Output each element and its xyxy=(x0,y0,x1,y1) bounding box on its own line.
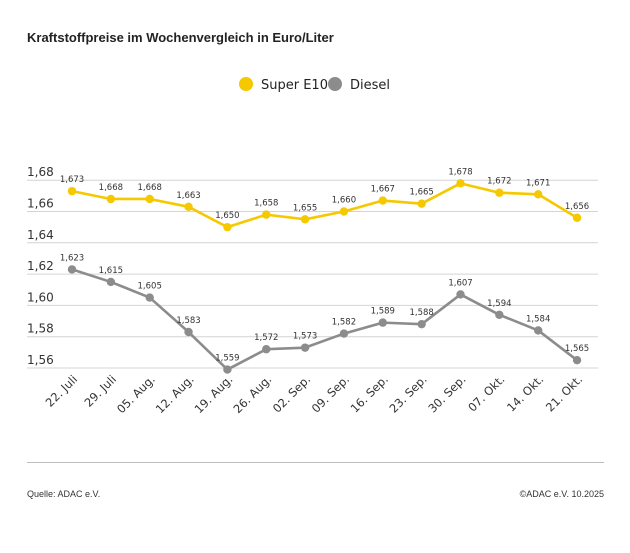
data-point xyxy=(339,207,349,216)
data-point xyxy=(495,310,504,319)
data-label: 1,656 xyxy=(565,202,589,212)
legend-swatch xyxy=(328,77,342,91)
y-tick-label: 1,58 xyxy=(27,322,54,336)
data-point xyxy=(378,196,387,205)
source-note: Quelle: ADAC e.V. xyxy=(27,489,101,499)
data-label: 1,667 xyxy=(371,185,395,195)
data-label: 1,668 xyxy=(99,183,123,193)
data-label: 1,658 xyxy=(254,199,278,209)
data-point xyxy=(572,355,582,365)
data-point xyxy=(534,326,543,335)
x-tick-label: 30. Sep. xyxy=(425,372,468,415)
data-point xyxy=(106,277,116,287)
legend-swatch xyxy=(239,77,253,91)
y-tick-label: 1,62 xyxy=(27,259,54,273)
data-point xyxy=(495,188,504,197)
data-point xyxy=(223,222,232,232)
data-label: 1,660 xyxy=(332,196,356,206)
data-label: 1,671 xyxy=(526,178,550,188)
data-point xyxy=(67,186,77,196)
x-tick-label: 29. Juli xyxy=(81,372,118,409)
legend-label: Diesel xyxy=(350,78,390,93)
data-point xyxy=(184,202,193,212)
x-tick-label: 16. Sep. xyxy=(348,372,391,415)
legend-label: Super E10 xyxy=(261,78,328,93)
x-tick-label: 09. Sep. xyxy=(309,372,352,415)
y-tick-label: 1,68 xyxy=(27,165,54,179)
data-point xyxy=(145,194,154,204)
data-label: 1,650 xyxy=(215,211,239,221)
data-label: 1,573 xyxy=(293,332,317,342)
data-point xyxy=(184,327,193,337)
data-point xyxy=(300,215,310,224)
chart-title: Kraftstoffpreise im Wochenvergleich in E… xyxy=(27,30,334,45)
data-label: 1,565 xyxy=(565,344,589,354)
data-label: 1,623 xyxy=(60,253,84,263)
data-point xyxy=(223,365,232,374)
data-label: 1,582 xyxy=(332,318,356,328)
data-point xyxy=(417,319,426,329)
data-label: 1,655 xyxy=(293,203,317,213)
x-tick-label: 12. Aug. xyxy=(153,372,197,416)
data-point xyxy=(456,179,465,188)
data-label: 1,572 xyxy=(254,333,278,343)
series-line xyxy=(71,268,578,371)
data-label: 1,668 xyxy=(138,183,162,193)
data-point xyxy=(339,329,349,338)
data-point xyxy=(378,318,387,327)
x-tick-label: 23. Sep. xyxy=(386,372,429,415)
data-label: 1,605 xyxy=(138,282,162,292)
y-tick-label: 1,64 xyxy=(27,228,54,242)
x-tick-label: 21. Okt. xyxy=(543,372,585,414)
grid-lines xyxy=(27,179,598,369)
data-label: 1,559 xyxy=(215,354,239,364)
data-point xyxy=(456,290,465,299)
series-line xyxy=(71,182,578,229)
data-label: 1,665 xyxy=(409,188,433,198)
series-group: 1,673 1,668 1,668 1,663 1,650 1,658 1,655 1,660… xyxy=(60,167,589,374)
data-point xyxy=(572,213,582,222)
data-label: 1,678 xyxy=(448,167,472,177)
data-point xyxy=(417,199,426,208)
x-tick-label: 22. Juli xyxy=(43,372,80,409)
y-tick-label: 1,56 xyxy=(27,353,54,367)
data-label: 1,594 xyxy=(487,299,511,309)
y-tick-label: 1,60 xyxy=(27,290,54,304)
data-label: 1,663 xyxy=(176,191,200,201)
bottom-divider xyxy=(27,462,604,463)
data-point xyxy=(262,345,271,354)
x-tick-label: 26. Aug. xyxy=(230,372,274,416)
data-label: 1,584 xyxy=(526,314,550,324)
data-point xyxy=(145,293,154,302)
x-tick-label: 05. Aug. xyxy=(114,372,158,416)
copyright-note: ©ADAC e.V. 10.2025 xyxy=(519,489,604,499)
y-axis-ticks: 1,56 1,58 1,60 1,62 1,64 1,66 1,68 xyxy=(27,165,54,367)
x-tick-label: 19. Aug. xyxy=(192,372,236,416)
x-tick-label: 02. Sep. xyxy=(270,372,313,415)
data-point xyxy=(534,190,543,199)
x-tick-label: 14. Okt. xyxy=(504,372,546,414)
data-point xyxy=(300,343,310,352)
data-label: 1,607 xyxy=(448,278,472,288)
data-label: 1,588 xyxy=(409,308,433,318)
data-point xyxy=(106,194,116,204)
data-label: 1,615 xyxy=(99,266,123,276)
legend: Super E10 Diesel xyxy=(239,77,390,93)
y-tick-label: 1,66 xyxy=(27,197,54,211)
data-label: 1,589 xyxy=(371,307,395,317)
data-label: 1,672 xyxy=(487,177,511,187)
data-label: 1,673 xyxy=(60,175,84,185)
data-point xyxy=(262,210,271,219)
data-label: 1,583 xyxy=(176,316,200,326)
data-point xyxy=(67,265,77,274)
x-tick-label: 07. Okt. xyxy=(465,372,507,414)
